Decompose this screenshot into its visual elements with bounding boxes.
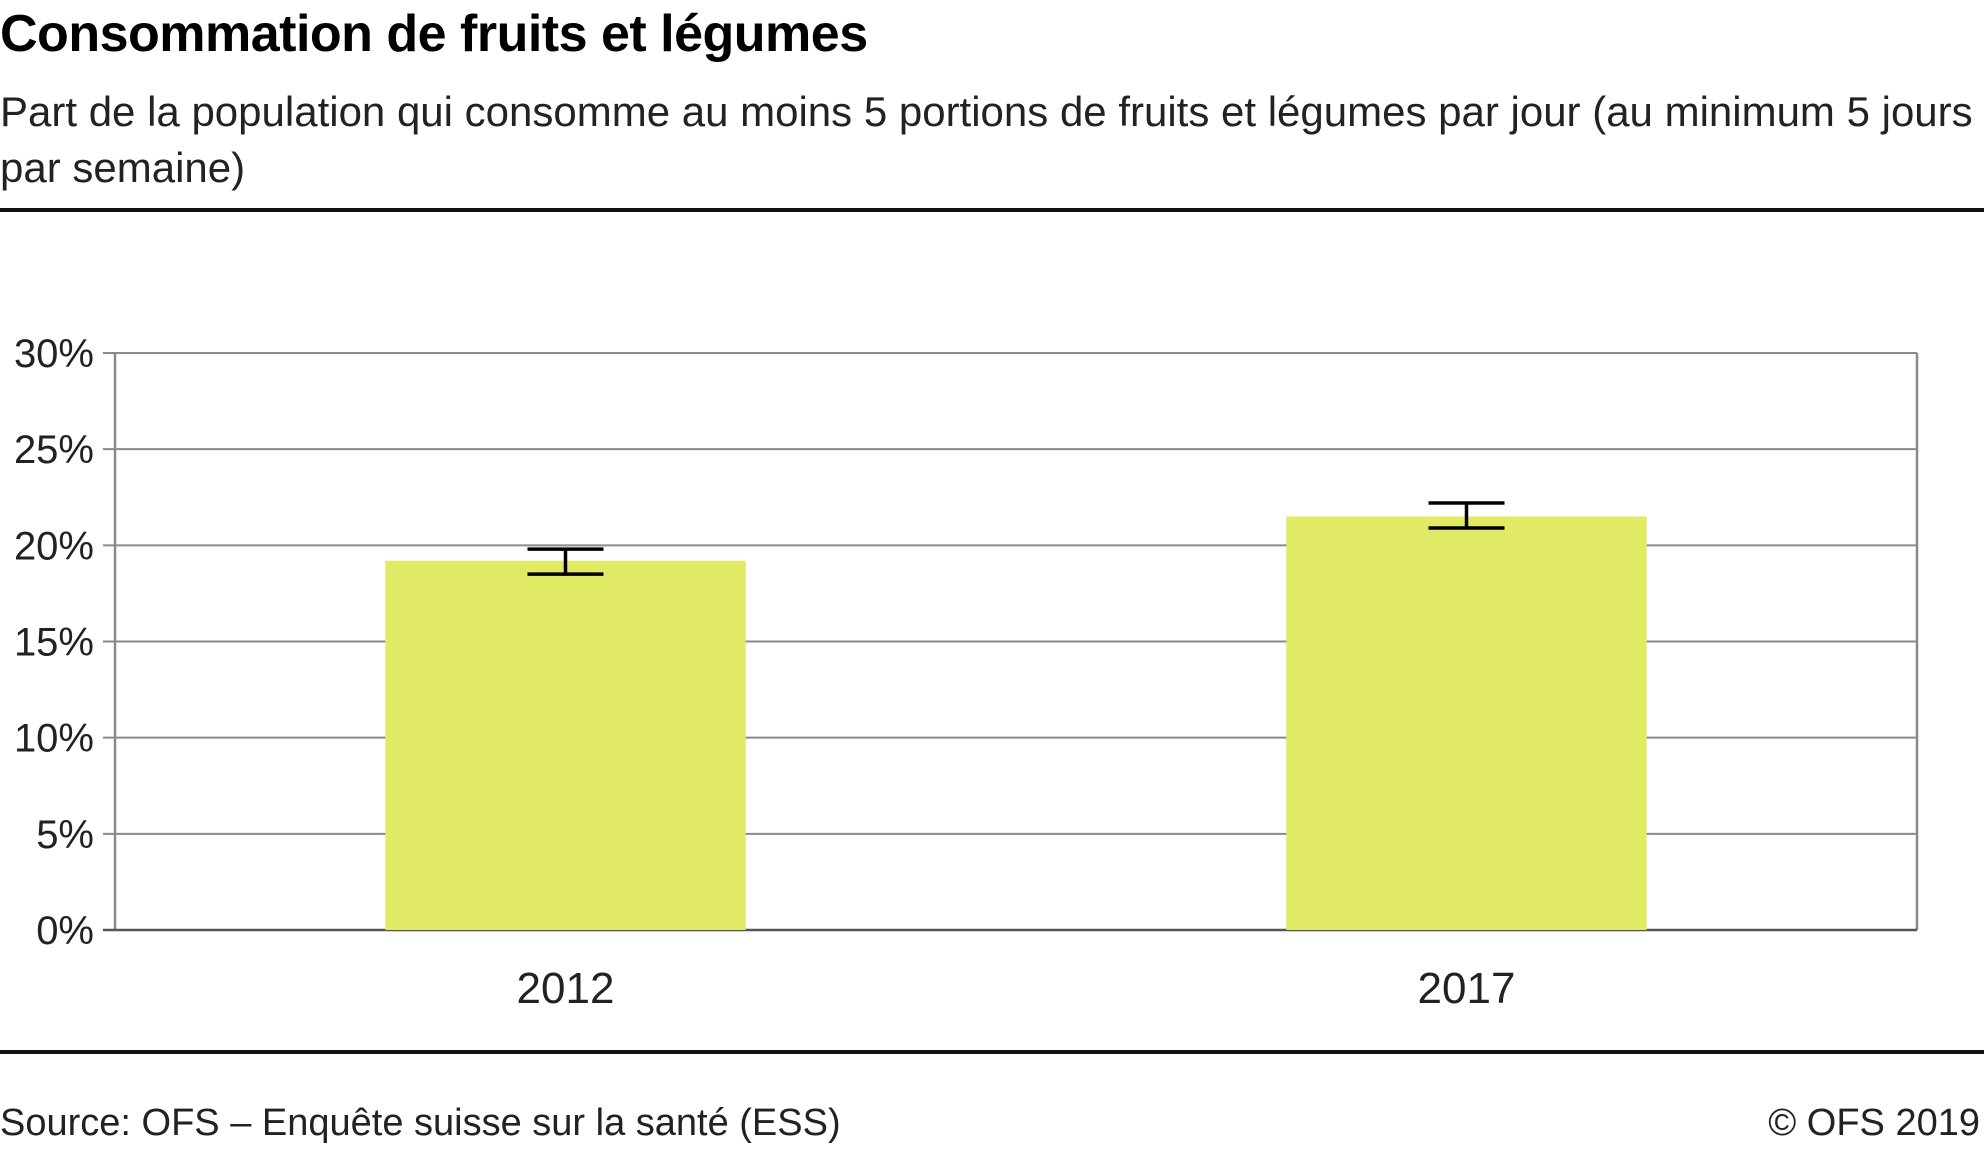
y-tick-label: 15% — [14, 621, 94, 665]
error-bars — [527, 501, 1505, 576]
bars — [385, 516, 1647, 930]
x-category-label: 2017 — [1418, 964, 1516, 1013]
x-category-label: 2012 — [517, 964, 615, 1013]
y-tick-label: 10% — [14, 717, 94, 761]
bar-2017 — [1286, 516, 1647, 930]
x-axis-categories: 2012 2017 — [517, 964, 1516, 1013]
copyright-note: © OFS 2019 — [1768, 1102, 1980, 1144]
y-tick-label: 30% — [14, 332, 94, 376]
source-note: Source: OFS – Enquête suisse sur la sant… — [0, 1102, 841, 1144]
chart-title: Consommation de fruits et légumes — [0, 5, 868, 63]
y-tick-label: 0% — [36, 909, 94, 953]
chart-subtitle: Part de la population qui consomme au mo… — [0, 88, 1973, 191]
y-axis-ticks: 0% 5% 10% 15% 20% 25% 30% — [14, 332, 94, 953]
top-divider — [0, 208, 1984, 212]
bottom-divider — [0, 1050, 1984, 1054]
y-tick-label: 20% — [14, 524, 94, 568]
y-tick-label: 25% — [14, 428, 94, 472]
y-tick-label: 5% — [36, 813, 94, 857]
bar-2012 — [385, 560, 746, 930]
